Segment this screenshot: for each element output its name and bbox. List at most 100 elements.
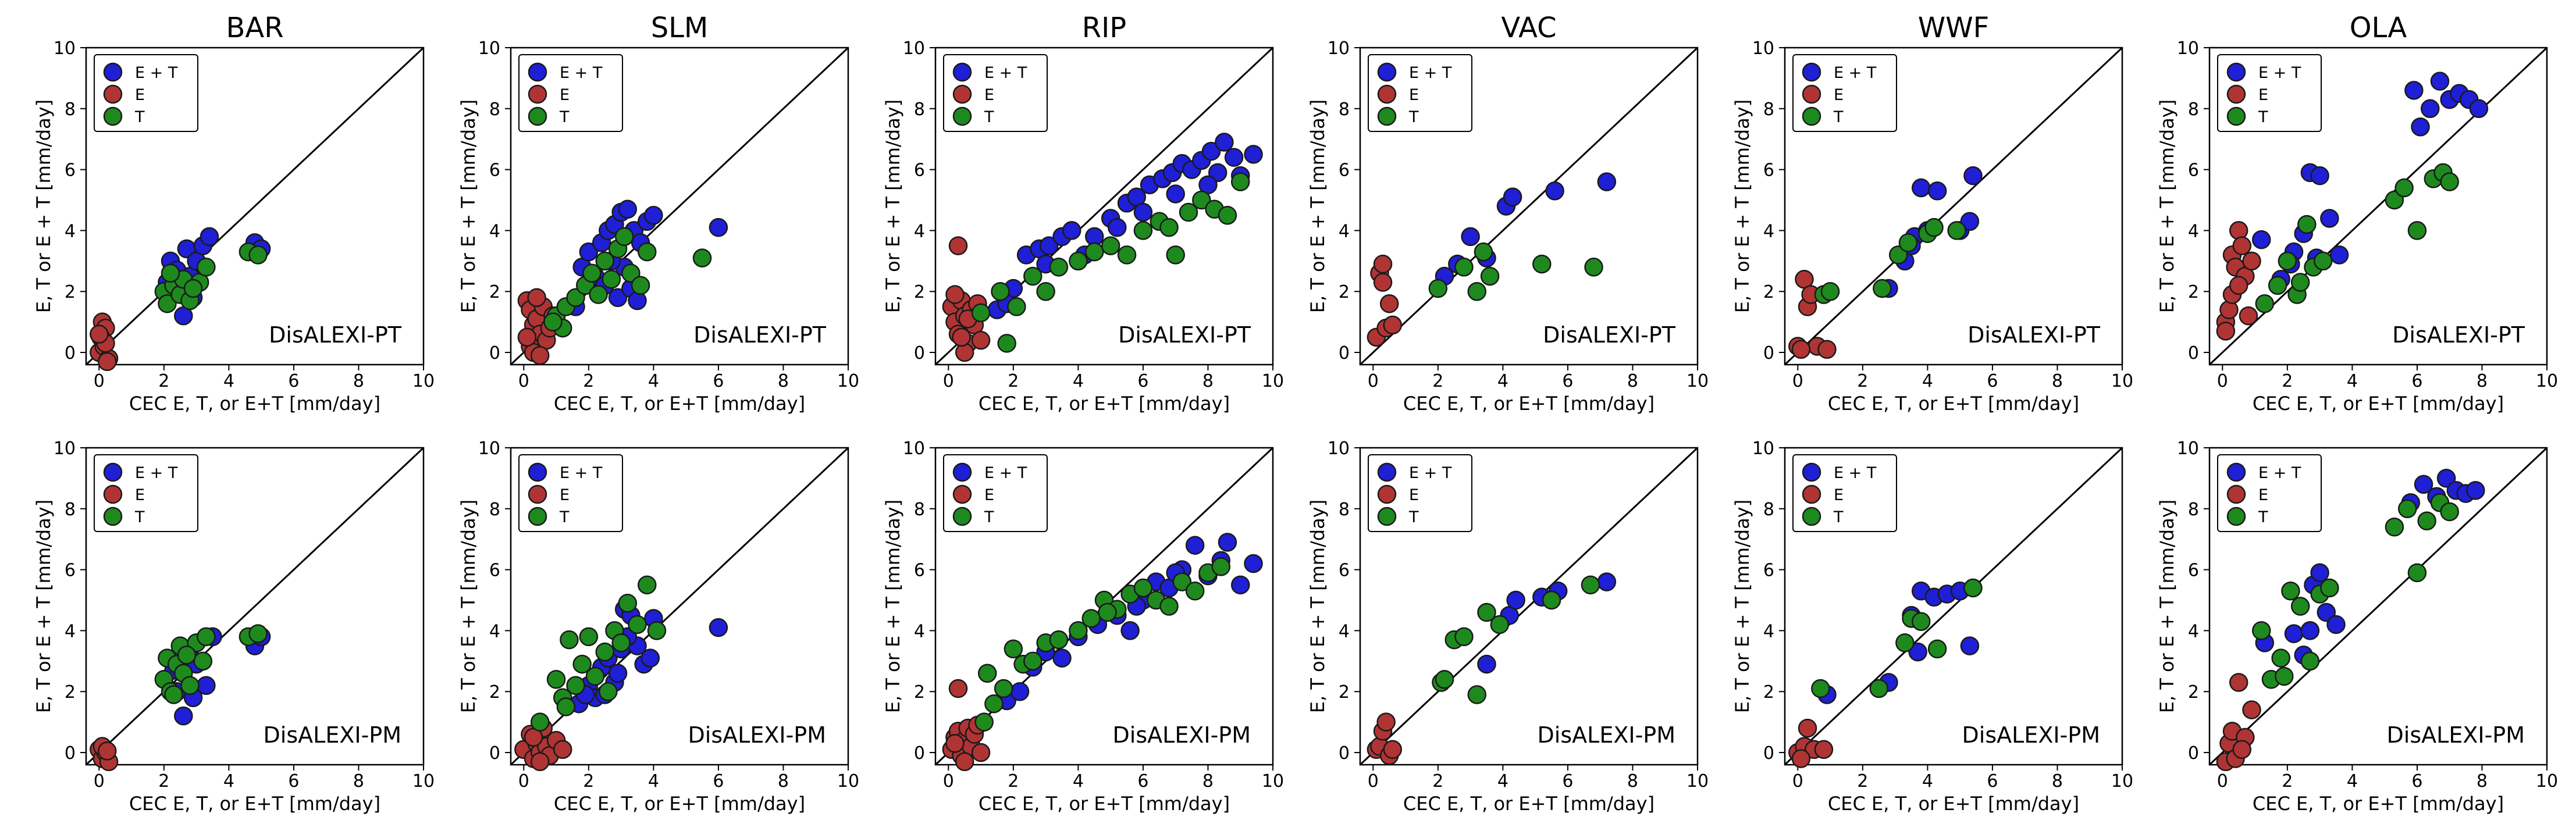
data-point-e [971, 330, 991, 350]
y-tick-label: 6 [1339, 561, 1350, 581]
data-point-e [2239, 306, 2258, 326]
data-point-et [2251, 230, 2271, 249]
x-tick-label: 8 [1202, 771, 1214, 791]
data-point-t [2290, 597, 2310, 616]
y-tick-label: 8 [489, 500, 500, 520]
model-label: DisALEXI-PM [1113, 722, 1251, 748]
data-point-t [566, 288, 585, 307]
data-point-t [1036, 281, 1055, 301]
data-point-et [1911, 178, 1931, 198]
data-point-e [955, 752, 974, 772]
data-point-t [637, 242, 657, 262]
data-point-t [1185, 582, 1205, 601]
legend-marker [528, 62, 547, 82]
data-point-t [1159, 217, 1179, 237]
y-axis-label: E, T or E + T [mm/day] [1307, 500, 1329, 713]
legend: E + T ET [2217, 54, 2322, 132]
x-tick-label: 8 [1202, 371, 1214, 391]
x-tick-label: 0 [1792, 771, 1803, 791]
x-tick-label: 0 [518, 371, 529, 391]
data-point-t [1172, 572, 1192, 591]
x-tick-label: 4 [1497, 771, 1508, 791]
model-label: DisALEXI-PT [693, 322, 827, 348]
data-point-t [1581, 575, 1600, 595]
y-tick-label: 2 [65, 682, 76, 703]
data-point-t [197, 258, 216, 277]
legend: E + T ET [1792, 454, 1897, 532]
data-point-et [709, 618, 728, 637]
y-tick-label: 2 [489, 682, 500, 703]
x-tick-label: 4 [1073, 771, 1084, 791]
legend-marker [1377, 84, 1397, 104]
y-tick-label: 8 [2188, 500, 2199, 520]
x-tick-label: 4 [1922, 371, 1933, 391]
data-point-t [248, 624, 268, 643]
x-tick-label: 4 [648, 771, 659, 791]
data-point-et [1166, 184, 1185, 204]
y-tick-label: 2 [1339, 282, 1350, 302]
data-point-t [1179, 202, 1198, 222]
data-point-e [1791, 340, 1811, 359]
data-point-t [2255, 294, 2275, 313]
data-point-t [611, 633, 631, 652]
y-tick-label: 0 [489, 343, 500, 363]
y-tick-label: 6 [914, 561, 925, 581]
legend-marker [952, 462, 972, 482]
data-point-t [602, 270, 621, 289]
data-point-t [2278, 251, 2297, 271]
data-point-e [90, 324, 109, 344]
legend: E + T ET [943, 454, 1048, 532]
y-tick-label: 4 [489, 621, 500, 641]
data-point-t [161, 263, 180, 283]
x-tick-label: 8 [1627, 371, 1638, 391]
data-point-et [1108, 217, 1127, 237]
data-point-e [1814, 740, 1834, 759]
data-point-et [1224, 148, 1244, 167]
data-point-e [1383, 315, 1403, 335]
one-to-one-line [1359, 47, 1699, 366]
x-tick-label: 4 [2347, 771, 2358, 791]
x-tick-label: 2 [1432, 771, 1443, 791]
data-point-t [628, 615, 647, 634]
data-point-et [1052, 648, 1072, 668]
data-point-t [1049, 258, 1069, 277]
x-tick-label: 8 [2477, 771, 2488, 791]
data-point-e [1376, 712, 1396, 732]
x-tick-label: 2 [1857, 771, 1868, 791]
legend-marker [2226, 106, 2246, 126]
x-tick-label: 6 [288, 371, 299, 391]
y-tick-label: 0 [2188, 343, 2199, 363]
x-axis-label: CEC E, T, or E+T [mm/day] [129, 793, 380, 815]
legend-marker [2226, 84, 2246, 104]
data-point-et [579, 242, 599, 262]
legend-label: T [134, 508, 145, 526]
data-point-t [589, 285, 608, 304]
x-tick-label: 8 [1627, 771, 1638, 791]
panel-bar-disalexi-pt: 0 2 4 6 8 10 0 2 4 6 8 10 CEC E, T, or E+T [mm/day] E… [33, 12, 435, 415]
data-point-t [2251, 621, 2271, 640]
data-point-et [2411, 117, 2430, 137]
panel-title: RIP [1082, 12, 1126, 44]
legend-marker [528, 84, 547, 104]
legend: E + T ET [518, 454, 623, 532]
data-point-t [2385, 190, 2404, 210]
data-point-t [1924, 217, 1944, 237]
data-point-e [1379, 294, 1399, 313]
data-point-e [1798, 718, 1817, 738]
legend-label: T [984, 508, 994, 526]
y-tick-label: 0 [914, 343, 925, 363]
data-point-et [1218, 533, 1237, 552]
legend-label: E + T [135, 64, 178, 82]
y-tick-label: 0 [1339, 343, 1350, 363]
data-point-t [2297, 215, 2317, 234]
model-label: DisALEXI-PM [1538, 722, 1675, 748]
legend-label: T [1408, 508, 1419, 526]
legend-label: E + T [1409, 64, 1452, 82]
data-point-e [945, 285, 965, 304]
data-point-t [1480, 266, 1500, 286]
data-point-t [637, 575, 657, 595]
data-point-e [98, 352, 117, 372]
legend-label: T [134, 108, 145, 126]
x-axis-label: CEC E, T, or E+T [mm/day] [979, 393, 1230, 415]
panel-slm-disalexi-pt: 0 2 4 6 8 10 0 2 4 6 8 10 CEC E, T, or E+T [mm/day] E… [457, 12, 859, 415]
